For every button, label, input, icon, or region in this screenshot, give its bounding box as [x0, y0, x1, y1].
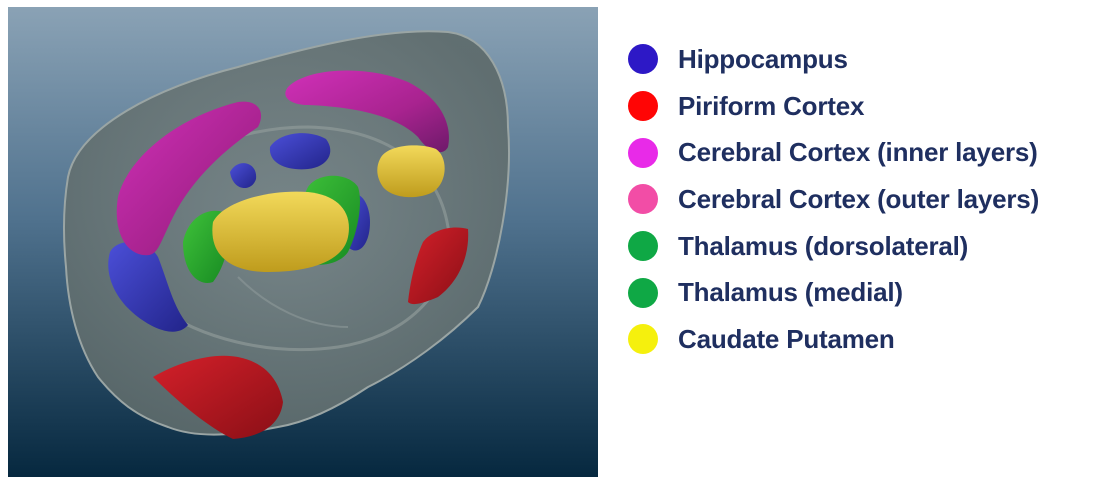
brain-3d-render	[8, 7, 598, 477]
legend-label: Thalamus (medial)	[678, 277, 903, 308]
legend-label: Cerebral Cortex (outer layers)	[678, 183, 1040, 214]
color-swatch-icon	[628, 277, 658, 308]
legend-item-cerebral-cortex-inner: Cerebral Cortex (inner layers)	[628, 129, 1088, 176]
color-swatch-icon	[628, 44, 658, 75]
legend-item-cerebral-cortex-outer: Cerebral Cortex (outer layers)	[628, 176, 1088, 223]
color-swatch-icon	[628, 91, 658, 122]
legend-label: Caudate Putamen	[678, 323, 895, 354]
color-swatch-icon	[628, 184, 658, 215]
legend-label: Thalamus (dorsolateral)	[678, 230, 969, 261]
legend-item-hippocampus: Hippocampus	[628, 36, 1088, 83]
legend-label: Hippocampus	[678, 43, 848, 74]
legend-item-thalamus-dorsolateral: Thalamus (dorsolateral)	[628, 223, 1088, 270]
legend-label: Piriform Cortex	[678, 90, 865, 121]
legend-item-caudate-putamen: Caudate Putamen	[628, 316, 1088, 363]
legend-item-thalamus-medial: Thalamus (medial)	[628, 269, 1088, 316]
color-swatch-icon	[628, 324, 658, 355]
color-swatch-icon	[628, 231, 658, 262]
legend: Hippocampus Piriform Cortex Cerebral Cor…	[628, 36, 1088, 363]
legend-label: Cerebral Cortex (inner layers)	[678, 137, 1038, 168]
legend-item-piriform-cortex: Piriform Cortex	[628, 83, 1088, 130]
color-swatch-icon	[628, 137, 658, 168]
